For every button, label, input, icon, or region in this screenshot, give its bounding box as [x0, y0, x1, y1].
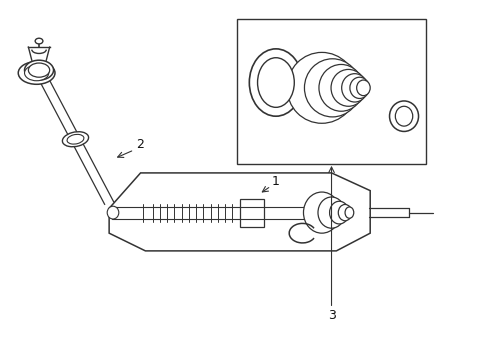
- Ellipse shape: [338, 204, 351, 221]
- Ellipse shape: [303, 192, 340, 233]
- Ellipse shape: [24, 60, 53, 80]
- Ellipse shape: [341, 74, 367, 102]
- Text: 3: 3: [327, 309, 335, 322]
- Ellipse shape: [329, 201, 348, 224]
- Ellipse shape: [345, 207, 353, 218]
- Ellipse shape: [330, 69, 365, 106]
- Ellipse shape: [286, 53, 356, 123]
- Ellipse shape: [304, 59, 360, 117]
- Ellipse shape: [24, 65, 49, 81]
- Ellipse shape: [317, 197, 345, 228]
- Polygon shape: [239, 199, 264, 227]
- Ellipse shape: [389, 101, 418, 131]
- Ellipse shape: [257, 58, 294, 107]
- Ellipse shape: [318, 64, 363, 111]
- Bar: [237, 19, 425, 164]
- Ellipse shape: [67, 134, 84, 144]
- Text: 2: 2: [136, 138, 144, 151]
- Text: 1: 1: [271, 175, 279, 188]
- Ellipse shape: [356, 80, 369, 96]
- Ellipse shape: [107, 206, 119, 219]
- Ellipse shape: [28, 63, 50, 77]
- Ellipse shape: [394, 106, 412, 126]
- Ellipse shape: [62, 132, 88, 147]
- Ellipse shape: [18, 62, 55, 84]
- Polygon shape: [109, 173, 369, 251]
- Ellipse shape: [349, 77, 368, 99]
- Ellipse shape: [35, 38, 43, 44]
- Ellipse shape: [249, 49, 302, 116]
